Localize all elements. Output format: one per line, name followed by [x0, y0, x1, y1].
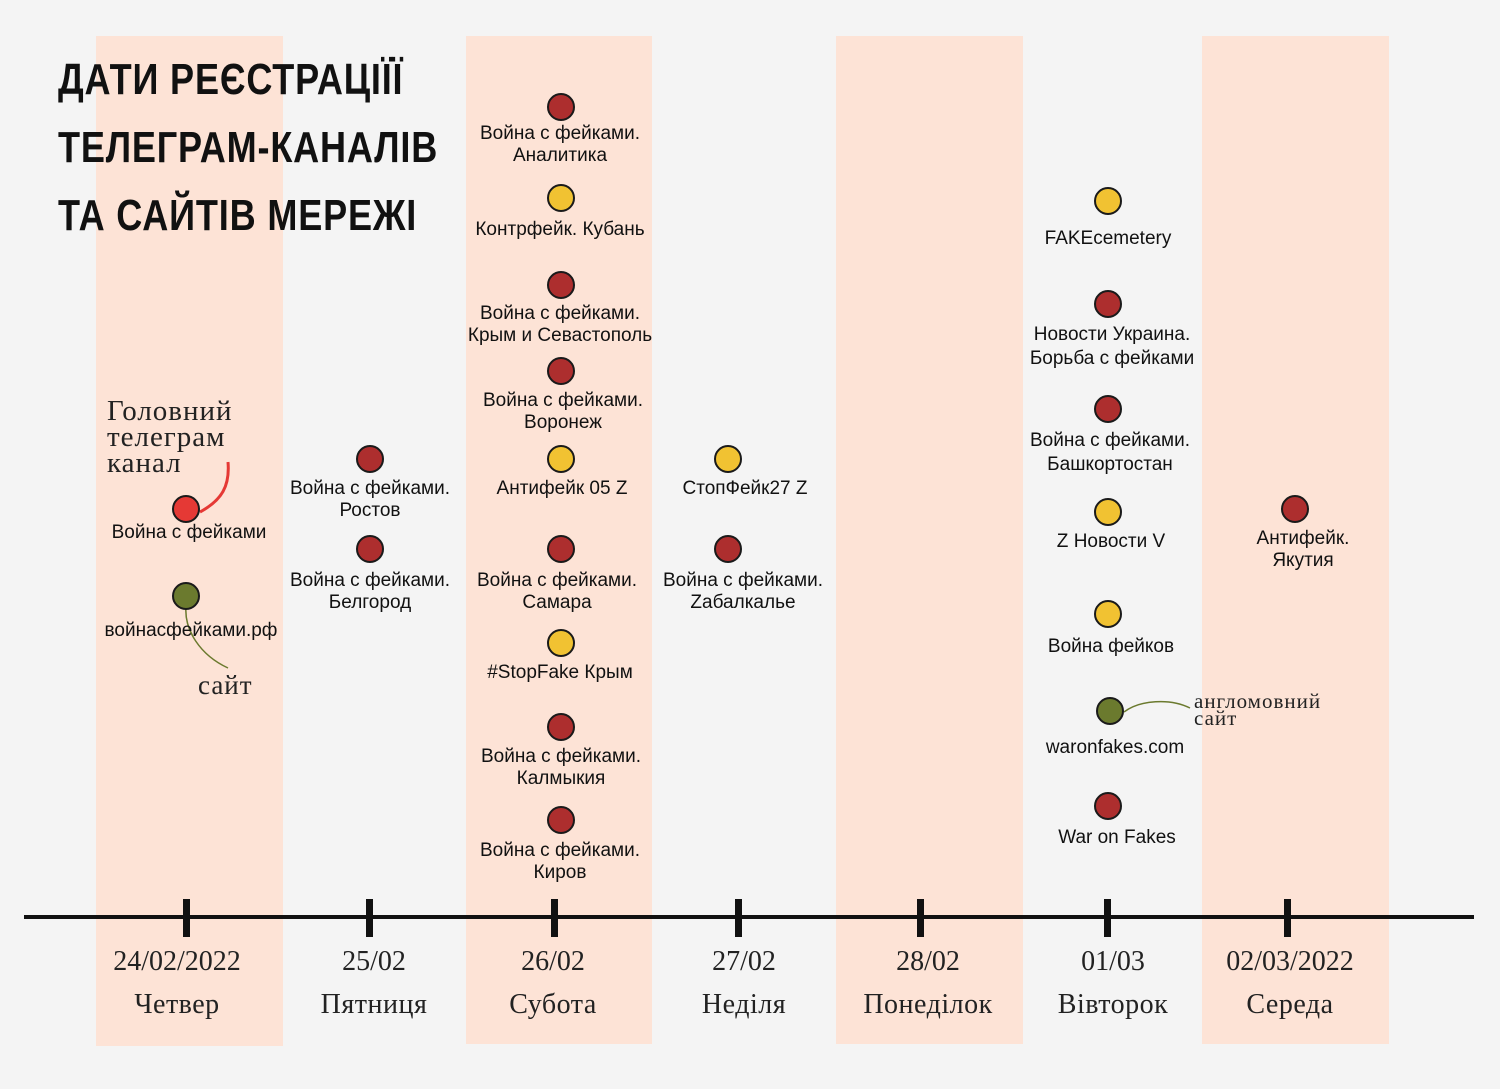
channel-label: Война с фейками. Калмыкия [480, 746, 642, 789]
telegram-channel-marker [547, 93, 575, 121]
telegram-channel-marker [356, 535, 384, 563]
channel-label: Антифейк. Якутия [1256, 528, 1350, 571]
telegram-channel-marker [547, 713, 575, 741]
channel-label: Антифейк 05 Z [496, 478, 628, 499]
axis-tick [183, 899, 190, 937]
telegram-channel-marker [1094, 498, 1122, 526]
note-main-channel: Головний телеграм канал [107, 395, 233, 479]
english-site-connector [1123, 700, 1191, 713]
channel-label: Война с фейками. Ростов [289, 478, 451, 521]
telegram-channel-marker [547, 357, 575, 385]
date-label: 01/03 [1081, 946, 1145, 977]
weekday-label: Пятниця [320, 989, 428, 1020]
main-channel-marker [172, 495, 200, 523]
axis-tick [735, 899, 742, 937]
telegram-channel-marker [547, 184, 575, 212]
weekday-label: Неділя [701, 989, 787, 1020]
website-marker [172, 582, 200, 610]
date-label: 24/02/2022 [113, 946, 241, 977]
channel-label: Война с фейками. Крым и Севастополь [467, 303, 653, 346]
telegram-channel-marker [547, 806, 575, 834]
axis-tick [1284, 899, 1291, 937]
timeline-axis [24, 915, 1474, 919]
channel-label: Z Новости V [1056, 531, 1166, 552]
channel-label: waronfakes.com [1045, 737, 1185, 758]
channel-label: War on Fakes [1058, 827, 1176, 848]
telegram-channel-marker [1094, 792, 1122, 820]
axis-tick [551, 899, 558, 937]
channel-label: Война с фейками. Воронеж [482, 390, 644, 433]
page-title: ДАТИ РЕЄСТРАЦІЇЇ ТЕЛЕГРАМ-КАНАЛІВ ТА САЙ… [58, 46, 438, 250]
title-line-2: ТЕЛЕГРАМ-КАНАЛІВ [58, 123, 439, 172]
highlight-band-02-03 [1202, 36, 1389, 1044]
channel-label: Контрфейк. Кубань [475, 219, 645, 240]
telegram-channel-marker [1281, 495, 1309, 523]
channel-label: СтопФейк27 Z [682, 478, 808, 499]
channel-label: Война с фейками. Zабалкалье [662, 570, 824, 613]
telegram-channel-marker [714, 535, 742, 563]
channel-label: #StopFake Крым [487, 662, 633, 683]
date-label: 28/02 [896, 946, 960, 977]
weekday-label: Понеділок [863, 989, 993, 1020]
highlight-band-28-02 [836, 36, 1023, 1044]
telegram-channel-marker [547, 445, 575, 473]
axis-tick [917, 899, 924, 937]
note-site: сайт [198, 670, 253, 700]
axis-tick [1104, 899, 1111, 937]
date-label: 27/02 [712, 946, 776, 977]
axis-tick [366, 899, 373, 937]
telegram-channel-marker [356, 445, 384, 473]
channel-label: FAKEcemetery [1044, 228, 1172, 249]
date-label: 02/03/2022 [1226, 946, 1354, 977]
channel-label: Война с фейками. Белгород [289, 570, 451, 613]
channel-label: Война с фейками. Киров [479, 840, 641, 883]
telegram-channel-marker [1094, 395, 1122, 423]
channel-label: Война фейков [1047, 636, 1175, 657]
channel-label: Война с фейками [111, 522, 267, 543]
telegram-channel-marker [1094, 600, 1122, 628]
channel-label: Новости Украина. Борьба с фейками [1029, 324, 1195, 369]
weekday-label: Вівторок [1057, 989, 1169, 1020]
website-marker [1096, 697, 1124, 725]
telegram-channel-marker [547, 271, 575, 299]
telegram-channel-marker [714, 445, 742, 473]
date-label: 25/02 [342, 946, 406, 977]
weekday-label: Четвер [134, 989, 220, 1020]
date-label: 26/02 [521, 946, 585, 977]
channel-label: Война с фейками. Самара [476, 570, 638, 613]
telegram-channel-marker [547, 629, 575, 657]
title-line-3: ТА САЙТІВ МЕРЕЖІ [58, 191, 418, 240]
highlight-band-24-02 [96, 36, 283, 1046]
weekday-label: Середа [1246, 989, 1334, 1020]
telegram-channel-marker [1094, 290, 1122, 318]
telegram-channel-marker [1094, 187, 1122, 215]
channel-label: Война с фейками. Башкортостан [1029, 430, 1191, 475]
note-english-site: англомовний сайт [1194, 689, 1322, 730]
telegram-channel-marker [547, 535, 575, 563]
title-line-1: ДАТИ РЕЄСТРАЦІЇЇ [58, 55, 404, 104]
channel-label: Война с фейками. Аналитика [479, 123, 641, 166]
weekday-label: Субота [509, 989, 597, 1020]
channel-label: войнасфейками.рф [104, 620, 278, 641]
